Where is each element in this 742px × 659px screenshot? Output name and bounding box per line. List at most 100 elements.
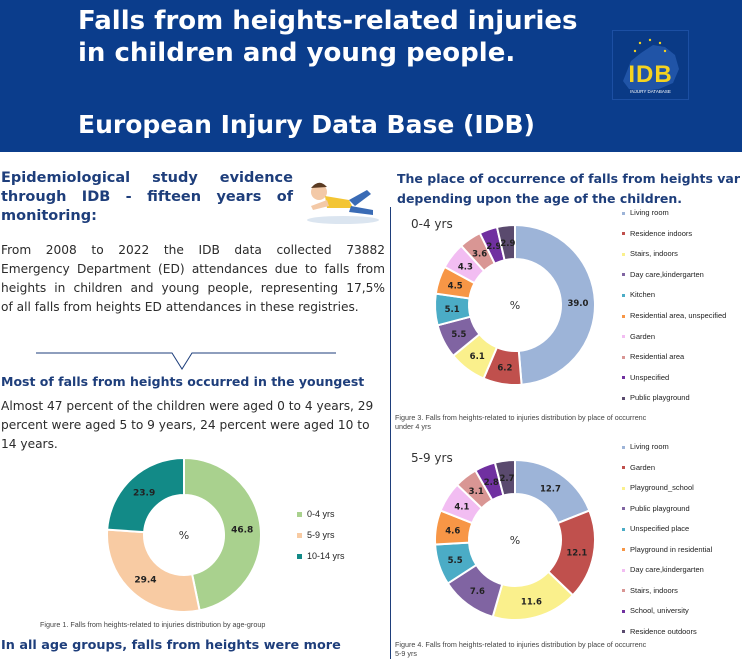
heading-line: through IDB - fifteen years of	[1, 189, 293, 205]
legend-swatch	[622, 211, 625, 215]
legend-swatch	[622, 232, 625, 236]
figure3-caption: Figure 3. Falls from heights-related to …	[395, 413, 646, 431]
legend-item: 0-4 yrs	[297, 509, 335, 519]
figure3-title: 0-4 yrs	[411, 217, 453, 231]
legend-swatch	[622, 548, 625, 552]
legend-label: Unspecified	[630, 372, 670, 382]
legend-label: Unspecified place	[630, 524, 690, 533]
donut-slice-living-room	[514, 223, 597, 386]
legend-label: Garden	[630, 331, 656, 341]
legend-swatch	[622, 589, 625, 593]
figure4-donut-chart: 12.7 12.1 11.6 7.6 5.5 4.6 4.13.12.8 2.7%	[434, 458, 596, 621]
heading-line: The place of occurrence of falls from he…	[397, 171, 740, 186]
legend-label: Living room	[630, 208, 669, 217]
donut-data-label: 12.7	[540, 484, 561, 494]
legend-label: Residence outdoors	[630, 626, 697, 636]
legend-item: Day care,kindergarten	[622, 565, 704, 574]
caption-line: 5-9 yrs	[395, 649, 417, 658]
donut-data-label: 6.2	[497, 364, 512, 374]
legend-label: Kitchen	[630, 290, 656, 300]
legend-swatch	[622, 507, 625, 511]
legend-swatch	[622, 273, 625, 277]
donut-slice-5-9-yrs	[106, 528, 201, 613]
paragraph-line: Almost 47 percent of the children were a…	[1, 399, 374, 413]
legend-label: 5-9 yrs	[307, 530, 335, 540]
legend-swatch	[622, 293, 625, 297]
legend-swatch	[622, 376, 625, 380]
donut-data-label: 5.1	[445, 305, 460, 315]
legend-label: School, university	[630, 606, 689, 615]
paragraph-study-summary: From 2008 to 2022 the IDB data collected…	[1, 241, 385, 317]
paragraph-line: percent were aged 5 to 9 years, 24 perce…	[1, 418, 370, 432]
donut-data-label: 7.6	[470, 587, 485, 597]
donut-slice-residence-outdoors	[493, 458, 516, 497]
legend-swatch	[297, 533, 302, 539]
legend-item: School, university	[622, 606, 689, 615]
legend-label: Public playground	[630, 503, 690, 513]
legend-swatch	[297, 554, 302, 560]
donut-data-label: 3.1	[469, 487, 484, 497]
paragraph-line: of all falls from heights ED attendances…	[1, 300, 359, 314]
legend-swatch	[622, 630, 625, 634]
donut-data-label: 2.8	[484, 478, 499, 488]
section-heading-youngest: Most of falls from heights occurred in t…	[1, 374, 365, 389]
legend-swatch	[622, 486, 625, 490]
donut-slice-0-4-yrs	[183, 456, 262, 612]
donut-data-label: 46.8	[231, 526, 253, 536]
legend-item: Stairs, indoors	[622, 249, 678, 258]
legend-item: Residence outdoors	[622, 627, 697, 636]
donut-slice-10-14-yrs	[106, 456, 185, 534]
paragraph-line: 14 years.	[1, 437, 58, 451]
column-divider	[390, 207, 391, 659]
section-heading-study: Epidemiological study evidence through I…	[1, 169, 293, 226]
donut-data-label: 23.9	[133, 489, 155, 499]
figure1-caption: Figure 1. Falls from heights-related to …	[40, 620, 266, 629]
legend-item: Day care,kindergarten	[622, 270, 704, 279]
legend-swatch	[297, 512, 302, 518]
legend-item: Residential area, unspecified	[622, 311, 726, 320]
donut-data-label: 29.4	[134, 576, 156, 586]
legend-item: Unspecified place	[622, 524, 689, 533]
legend-swatch	[622, 568, 625, 572]
legend-item: Garden	[622, 332, 655, 341]
heading-line: monitoring:	[1, 208, 97, 224]
legend-item: Living room	[622, 442, 669, 451]
donut-data-label: 4.1	[454, 503, 469, 513]
donut-data-label: 11.6	[521, 597, 542, 607]
legend-label: Residential area, unspecified	[630, 311, 727, 320]
section-heading-place: The place of occurrence of falls from he…	[397, 169, 740, 209]
page-title-line-2: in children and young people.	[78, 38, 516, 68]
figure4-title: 5-9 yrs	[411, 451, 453, 465]
donut-data-label: 2.7	[499, 474, 514, 484]
legend-item: 5-9 yrs	[297, 530, 335, 540]
legend-swatch	[622, 445, 625, 449]
legend-swatch	[622, 396, 625, 400]
heading-line: depending upon the age of the children.	[397, 191, 682, 206]
idb-logo: IDB INJURY DATABASE	[612, 30, 689, 100]
legend-label: Day care,kindergarten	[630, 269, 704, 279]
donut-data-label: 12.1	[566, 549, 587, 559]
legend-item: Residence indoors	[622, 229, 692, 238]
legend-item: Residential area	[622, 352, 684, 361]
legend-item: 10-14 yrs	[297, 551, 345, 561]
heading-line: Epidemiological study evidence	[1, 170, 293, 186]
caption-line: Figure 3. Falls from heights-related to …	[395, 413, 647, 422]
legend-label: Playground in residential	[630, 544, 713, 554]
legend-swatch	[622, 609, 625, 613]
donut-data-label: 4.3	[458, 263, 473, 273]
legend-label: 10-14 yrs	[307, 551, 345, 561]
donut-data-label: 4.6	[445, 526, 460, 536]
page-title-line-1: Falls from heights-related injuries	[78, 6, 578, 36]
paragraph-line: heights in children and young people, re…	[1, 281, 385, 295]
legend-item: Living room	[622, 208, 669, 217]
paragraph-line: From 2008 to 2022 the IDB data collected…	[1, 243, 385, 257]
legend-item: Garden	[622, 463, 655, 472]
donut-data-label: 39.0	[567, 299, 588, 309]
donut-data-label: 6.1	[470, 352, 485, 362]
legend-item: Kitchen	[622, 290, 655, 299]
donut-center-label: %	[510, 299, 520, 312]
logo-text: IDB	[628, 61, 673, 88]
donut-center-label: %	[510, 534, 520, 547]
paragraph-age-distribution: Almost 47 percent of the children were a…	[1, 397, 389, 454]
legend-swatch	[622, 252, 625, 256]
